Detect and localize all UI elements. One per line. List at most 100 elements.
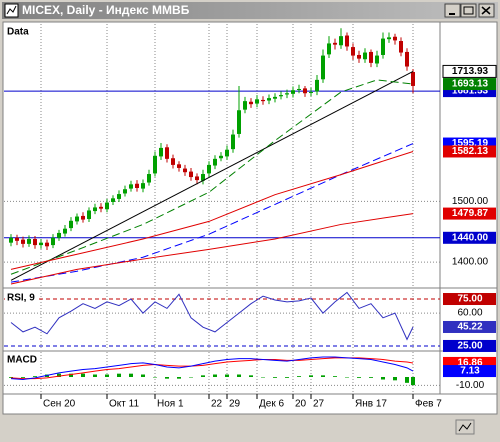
candle-body: [75, 216, 79, 222]
series-line: [10, 70, 414, 281]
histogram-bar: [201, 375, 205, 377]
candle-body: [51, 237, 55, 246]
histogram-bar: [333, 376, 337, 377]
candle-body: [93, 207, 97, 212]
candle-body: [273, 96, 277, 99]
y-tick-label: -10.00: [456, 380, 485, 391]
candle-body: [309, 92, 313, 94]
histogram-bar: [393, 377, 397, 381]
histogram-bar: [249, 375, 253, 377]
histogram-bar: [153, 377, 157, 378]
histogram-bar: [177, 377, 181, 379]
maximize-glyph: [463, 6, 474, 15]
window-title: MICEX, Daily - Индекс ММВБ: [22, 3, 190, 17]
histogram-bar: [237, 374, 241, 377]
candle-body: [183, 168, 187, 173]
value-box: [443, 207, 496, 220]
maximize-button[interactable]: [460, 3, 477, 18]
candle-body: [411, 71, 415, 86]
histogram-bar: [129, 373, 133, 377]
y-tick-label: 1400.00: [452, 257, 489, 268]
candle-body: [21, 239, 25, 244]
candle-body: [15, 237, 19, 241]
value-box-label: 1595.19: [452, 138, 489, 149]
value-box-label: 1693.13: [452, 79, 489, 90]
candle-body: [279, 95, 283, 97]
status-icon-glyph: [458, 422, 472, 432]
histogram-bar: [105, 374, 109, 377]
x-tick-label: Ноя 1: [157, 399, 184, 410]
minimize-button[interactable]: [444, 3, 461, 18]
value-box-label: 1681.53: [452, 86, 489, 97]
candle-body: [303, 88, 307, 94]
candle-body: [201, 174, 205, 181]
x-tick-label: 22: [211, 399, 223, 410]
candle-body: [135, 183, 139, 188]
x-tick-label: Янв 17: [355, 399, 387, 410]
histogram-bar: [357, 377, 361, 378]
candle-body: [219, 155, 223, 159]
panel-label-bg: [5, 26, 31, 38]
candle-body: [117, 194, 121, 199]
close-glyph: [481, 6, 491, 15]
histogram-bar: [321, 375, 325, 377]
candle-body: [171, 158, 175, 165]
value-box-label: 7.13: [460, 366, 480, 377]
value-box: [443, 293, 496, 306]
candle-body: [291, 90, 295, 94]
candle-body: [363, 52, 367, 60]
value-box-label: 1479.87: [452, 208, 489, 219]
histogram-bar: [141, 374, 145, 377]
histogram-bar: [33, 376, 37, 377]
candle-body: [195, 176, 199, 181]
histogram-bar: [369, 377, 373, 378]
candle-body: [111, 198, 115, 202]
histogram-bar: [297, 376, 301, 377]
candle-body: [45, 242, 49, 247]
value-box-label: 75.00: [457, 294, 482, 305]
value-box: [443, 365, 496, 378]
candle-body: [351, 47, 355, 56]
candle-body: [165, 147, 169, 159]
candle-body: [123, 189, 127, 194]
histogram-bar: [225, 374, 229, 377]
series-line: [10, 150, 414, 270]
x-tick-label: 29: [229, 399, 241, 410]
histogram-bar: [165, 377, 169, 379]
value-box: [443, 320, 496, 333]
candle-body: [99, 206, 103, 209]
value-box-label: 1582.13: [452, 146, 489, 157]
candle-body: [381, 38, 385, 55]
candle-body: [393, 36, 397, 41]
candle-body: [255, 99, 259, 104]
histogram-bar: [345, 377, 349, 378]
candle-body: [153, 155, 157, 174]
candle-body: [321, 55, 325, 80]
histogram-bar: [93, 374, 97, 377]
histogram-bar: [273, 377, 277, 378]
series-line: [10, 356, 414, 381]
candle-body: [261, 99, 265, 102]
candle-body: [231, 134, 235, 150]
window-icon-glyph: [6, 5, 17, 15]
histogram-bar: [81, 373, 85, 377]
value-box-label: 45.22: [457, 322, 482, 333]
candle-body: [177, 164, 181, 168]
panel-label: RSI, 9: [7, 293, 35, 304]
candle-body: [339, 36, 343, 46]
candle-body: [285, 93, 289, 95]
x-tick-label: Фев 7: [415, 399, 442, 410]
title-bar: [2, 2, 498, 19]
candle-body: [57, 232, 61, 238]
candle-body: [27, 239, 31, 244]
histogram-bar: [213, 374, 217, 377]
x-tick-label: 27: [313, 399, 325, 410]
candle-body: [267, 98, 271, 101]
histogram-bar: [9, 377, 13, 378]
candle-body: [243, 101, 247, 110]
candle-body: [369, 51, 373, 63]
histogram-bar: [261, 377, 265, 378]
histogram-bar: [117, 373, 121, 377]
candle-body: [399, 41, 403, 53]
